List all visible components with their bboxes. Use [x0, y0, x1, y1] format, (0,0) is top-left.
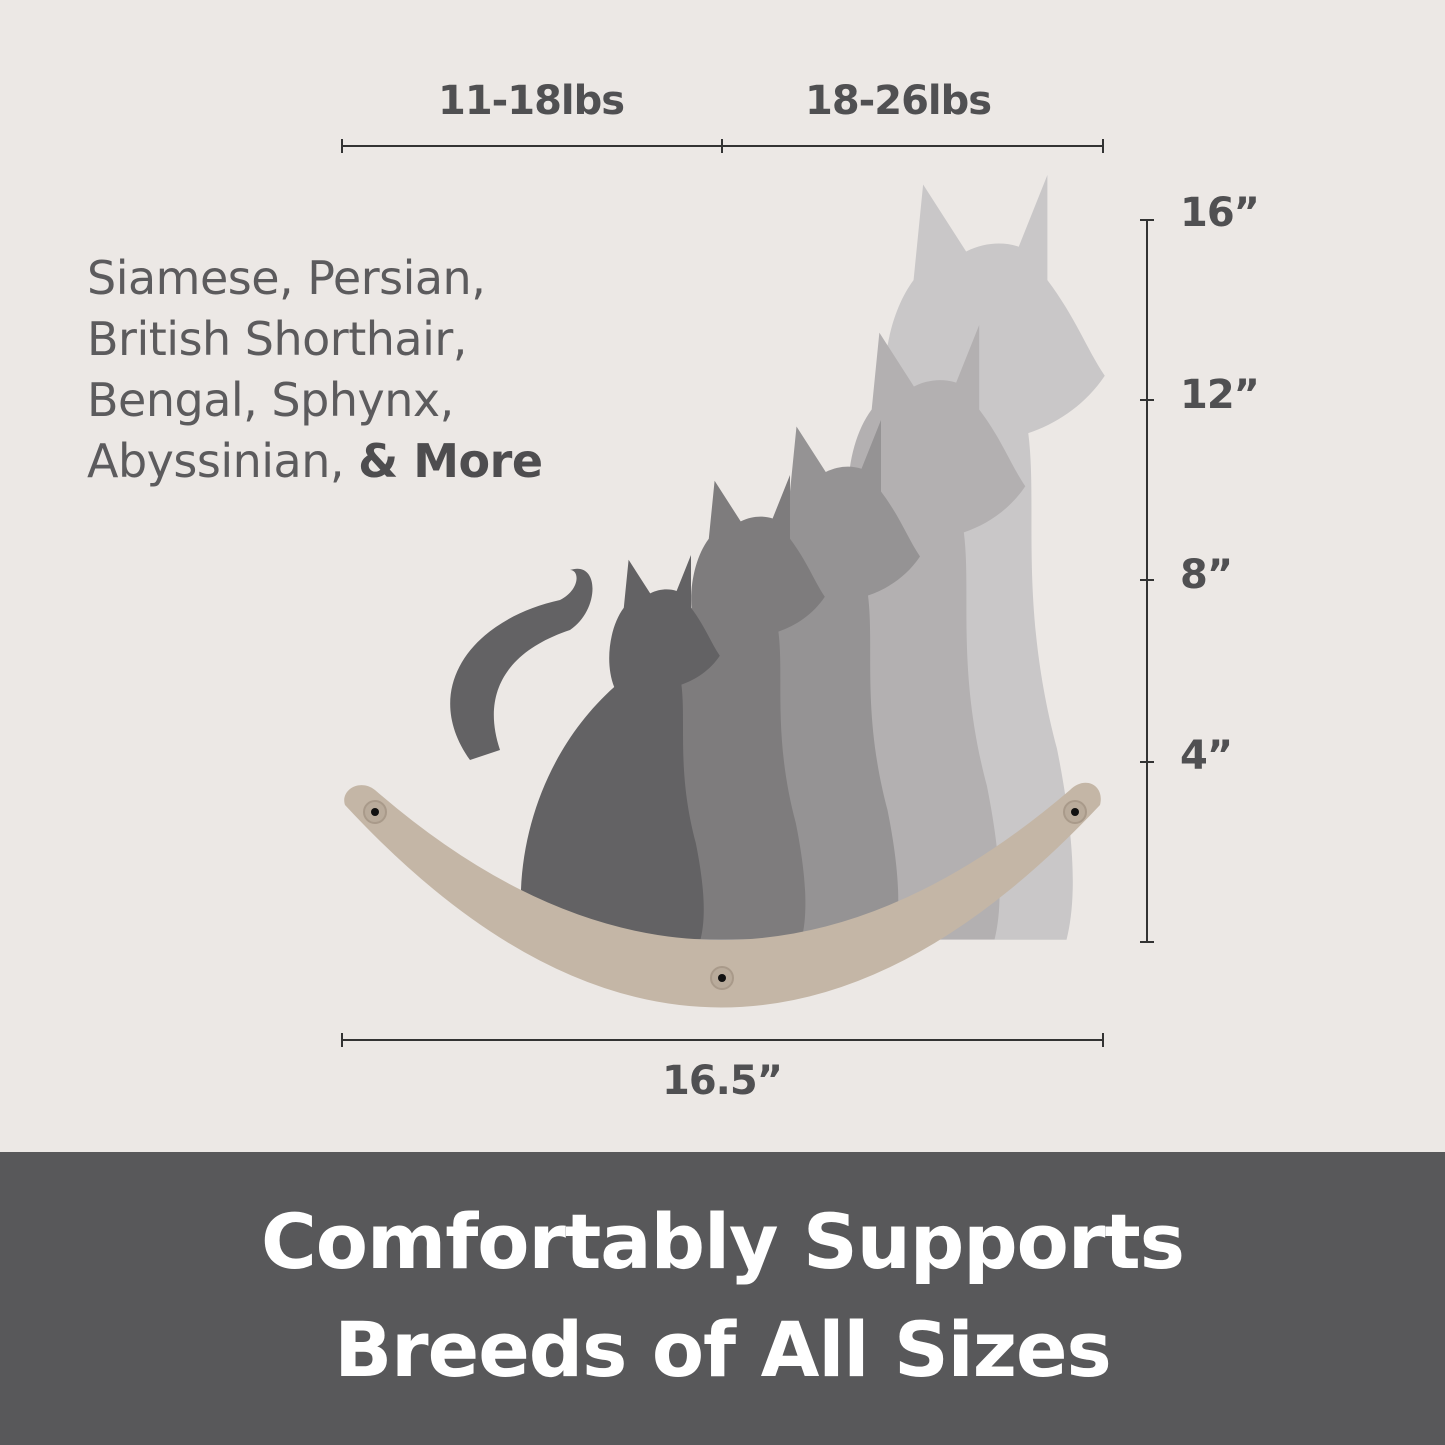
caption-line-1: Comfortably Supports [261, 1197, 1185, 1286]
caption-title: Comfortably Supports Breeds of All Sizes [0, 1188, 1445, 1404]
caption-line-2: Breeds of All Sizes [334, 1305, 1112, 1394]
wall-shelf [344, 782, 1101, 1008]
height-label-12: 12” [1180, 372, 1260, 418]
breed-emphasis: & More [358, 434, 543, 488]
breed-line-text: Abyssinian, [87, 434, 359, 488]
weight-label-large: 18-26lbs [805, 78, 992, 124]
cat-tail [450, 568, 593, 760]
breed-line: Abyssinian, & More [87, 431, 543, 492]
height-label-4: 4” [1180, 733, 1233, 779]
caption-band [0, 1152, 1445, 1445]
width-label: 16.5” [662, 1058, 783, 1104]
breed-list: Siamese, Persian, British Shorthair, Ben… [87, 248, 543, 492]
breed-line: Siamese, Persian, [87, 251, 486, 305]
height-label-16: 16” [1180, 190, 1260, 236]
breed-line: British Shorthair, [87, 312, 467, 366]
breed-line: Bengal, Sphynx, [87, 373, 454, 427]
height-label-8: 8” [1180, 552, 1233, 598]
dimension-lines [341, 139, 1154, 1047]
weight-label-small: 11-18lbs [438, 78, 625, 124]
